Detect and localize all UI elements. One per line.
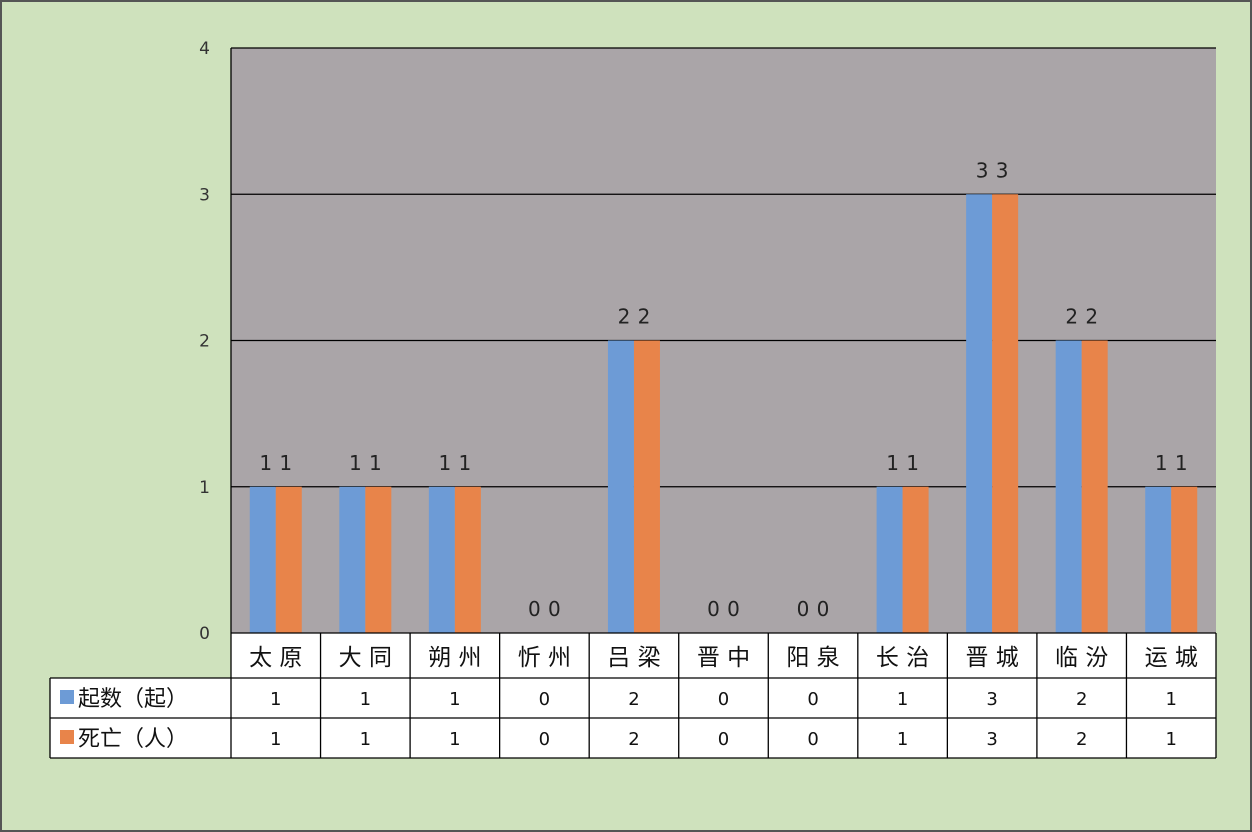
data-table-value: 1 — [1166, 689, 1177, 710]
data-table: 太 原 大 同 朔 州 忻 州 吕 梁 晋 中 阳 泉 长 治 晋 城 临 汾 运 城起数（起） 1 1… — [49, 632, 1217, 759]
x-tick-label: 运 城 — [1145, 645, 1198, 671]
data-label: 1 — [349, 451, 362, 475]
data-label: 0 — [817, 597, 830, 621]
bar — [249, 486, 276, 633]
data-table-value: 0 — [807, 689, 818, 710]
data-table-value: 1 — [1166, 729, 1177, 750]
bar — [1055, 340, 1082, 633]
data-label: 1 — [1155, 451, 1168, 475]
y-tick-label: 1 — [199, 478, 210, 498]
data-label: 1 — [1175, 451, 1188, 475]
data-label: 1 — [369, 451, 382, 475]
data-table-value: 2 — [628, 689, 639, 710]
data-table-value: 2 — [628, 729, 639, 750]
data-table-value: 0 — [718, 729, 729, 750]
bar — [902, 486, 929, 633]
x-tick-label: 长 治 — [876, 645, 929, 671]
data-label: 0 — [727, 597, 740, 621]
legend-label: 起数（起） — [78, 687, 188, 712]
y-tick-label: 2 — [199, 332, 210, 352]
x-tick-label: 朔 州 — [428, 645, 481, 671]
x-tick-label: 吕 梁 — [607, 645, 660, 671]
data-label: 2 — [638, 305, 651, 329]
data-label: 1 — [279, 451, 292, 475]
y-tick-label: 0 — [199, 624, 210, 644]
data-label: 1 — [458, 451, 471, 475]
x-tick-label: 阳 泉 — [786, 645, 839, 671]
x-tick-label: 晋 中 — [697, 645, 750, 671]
x-tick-label: 临 汾 — [1055, 645, 1108, 671]
bar — [428, 486, 455, 633]
data-table-value: 2 — [1076, 729, 1087, 750]
data-table-value: 1 — [897, 729, 908, 750]
data-label: 2 — [1085, 305, 1098, 329]
data-label: 0 — [797, 597, 810, 621]
bar — [1171, 486, 1198, 633]
data-table-value: 1 — [897, 689, 908, 710]
data-label: 3 — [976, 158, 989, 182]
data-table-value: 3 — [986, 729, 997, 750]
bar — [876, 486, 903, 633]
data-table-value: 1 — [449, 689, 460, 710]
data-label: 0 — [528, 597, 541, 621]
data-table-value: 2 — [1076, 689, 1087, 710]
data-table-value: 0 — [718, 689, 729, 710]
data-labels: 1 1 1 1 1 10 02 20 0 0 01 13 32 21 1 — [259, 158, 1187, 621]
x-tick-label: 晋 城 — [965, 645, 1018, 671]
data-table-background — [231, 633, 1216, 758]
data-table-value: 1 — [449, 729, 460, 750]
bar — [275, 486, 302, 633]
data-table-value: 0 — [539, 729, 550, 750]
data-label: 1 — [438, 451, 451, 475]
data-label: 1 — [886, 451, 899, 475]
data-table-value: 1 — [270, 729, 281, 750]
data-table-value: 0 — [539, 689, 550, 710]
y-axis: 0 1 2 3 4 — [199, 39, 232, 644]
bar — [992, 194, 1019, 633]
legend-swatch — [60, 690, 74, 704]
bar — [1145, 486, 1172, 633]
data-label: 0 — [707, 597, 720, 621]
y-tick-label: 3 — [199, 185, 210, 205]
data-table-value: 1 — [360, 689, 371, 710]
bar — [633, 340, 660, 633]
x-tick-label: 大 同 — [339, 645, 392, 671]
legend-swatch — [60, 730, 74, 744]
data-label: 2 — [1065, 305, 1078, 329]
data-table-value: 1 — [360, 729, 371, 750]
bar — [365, 486, 392, 633]
y-tick-label: 4 — [199, 39, 210, 59]
data-label: 0 — [548, 597, 561, 621]
bars — [249, 194, 1198, 633]
data-table-value: 0 — [807, 729, 818, 750]
legend-label: 死亡（人） — [78, 727, 188, 752]
data-table-value: 1 — [270, 689, 281, 710]
data-label: 2 — [618, 305, 631, 329]
bar — [607, 340, 634, 633]
bar — [1081, 340, 1108, 633]
data-table-value: 3 — [986, 689, 997, 710]
bar — [339, 486, 366, 633]
x-tick-label: 忻 州 — [518, 645, 571, 671]
bar — [966, 194, 993, 633]
data-label: 1 — [259, 451, 272, 475]
data-label: 3 — [996, 158, 1009, 182]
gridlines — [231, 47, 1216, 488]
bar — [454, 486, 481, 633]
x-tick-label: 太 原 — [249, 645, 302, 671]
data-label: 1 — [906, 451, 919, 475]
